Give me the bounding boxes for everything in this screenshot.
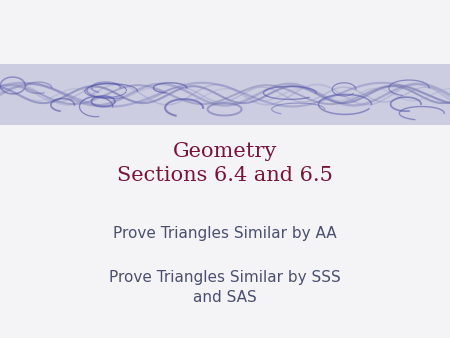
- Text: Prove Triangles Similar by AA: Prove Triangles Similar by AA: [113, 226, 337, 241]
- Text: Geometry
Sections 6.4 and 6.5: Geometry Sections 6.4 and 6.5: [117, 142, 333, 185]
- FancyBboxPatch shape: [0, 64, 450, 125]
- Text: Prove Triangles Similar by SSS
and SAS: Prove Triangles Similar by SSS and SAS: [109, 270, 341, 305]
